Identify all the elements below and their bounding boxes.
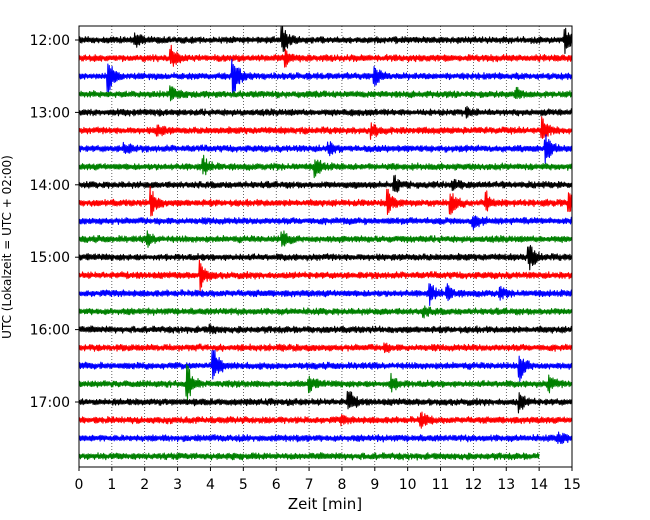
x-axis-ticks: 0 1 2 3 4 5 6 7 8 9 10 11 12 13 14 15 <box>75 467 581 493</box>
trace-1315 <box>78 116 573 140</box>
trace-1230 <box>78 58 573 98</box>
x-tick-label: 11 <box>432 477 450 493</box>
trace-1545 <box>78 305 573 319</box>
trace-1345 <box>78 154 573 179</box>
trace-1730 <box>78 431 573 445</box>
y-tick-label: 15:00 <box>30 250 70 266</box>
trace-1645 <box>78 363 573 402</box>
x-tick-label: 12 <box>464 477 482 493</box>
trace-1615 <box>78 342 573 354</box>
trace-1215 <box>78 44 573 68</box>
y-tick-label: 13:00 <box>30 105 70 121</box>
y-tick-label: 16:00 <box>30 323 70 339</box>
y-axis-ticks: 12:00 13:00 14:00 15:00 16:00 17:00 <box>30 33 79 411</box>
x-tick-label: 13 <box>497 477 515 493</box>
plot-frame <box>78 25 573 468</box>
x-tick-label: 0 <box>75 477 84 493</box>
trace-1430 <box>78 215 573 230</box>
x-tick-label: 8 <box>337 477 346 493</box>
trace-1600 <box>78 323 573 335</box>
x-tick-label: 5 <box>239 477 248 493</box>
trace-1530 <box>78 283 573 306</box>
trace-1630 <box>78 349 573 382</box>
trace-1700 <box>78 390 573 414</box>
trace-1745 <box>78 452 540 461</box>
x-axis-label: Zeit [min] <box>288 495 362 513</box>
y-tick-label: 14:00 <box>30 178 70 194</box>
trace-1330 <box>78 134 573 164</box>
x-tick-label: 3 <box>173 477 182 493</box>
trace-lines <box>78 25 573 461</box>
trace-1715 <box>78 411 573 429</box>
trace-1300 <box>78 105 573 119</box>
trace-1400 <box>78 174 573 193</box>
x-tick-label: 9 <box>370 477 379 493</box>
x-tick-label: 6 <box>272 477 281 493</box>
y-axis-label: UTC (Lokalzeit = UTC + 02:00) <box>0 155 14 339</box>
x-tick-label: 7 <box>305 477 314 493</box>
x-tick-label: 1 <box>107 477 116 493</box>
x-tick-label: 2 <box>140 477 149 493</box>
x-tick-label: 10 <box>399 477 417 493</box>
trace-1245 <box>78 85 573 102</box>
trace-1445 <box>78 230 573 248</box>
trace-1515 <box>78 259 573 292</box>
y-tick-label: 12:00 <box>30 33 70 49</box>
y-tick-label: 17:00 <box>30 395 70 411</box>
trace-1500 <box>78 244 573 271</box>
trace-1200 <box>78 25 573 55</box>
trace-1415 <box>78 185 573 217</box>
x-tick-label: 4 <box>206 477 215 493</box>
x-tick-label: 14 <box>530 477 548 493</box>
x-tick-label: 15 <box>563 477 581 493</box>
